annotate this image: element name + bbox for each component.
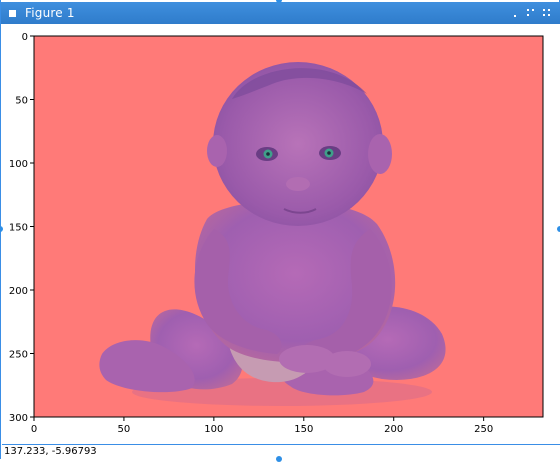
window-icon[interactable] [9, 10, 16, 17]
minimize-button[interactable] [508, 6, 522, 20]
close-icon [543, 9, 551, 17]
y-tick-label: 150 [9, 223, 28, 234]
image-display [34, 36, 543, 417]
y-tick-label: 100 [9, 159, 28, 170]
cursor-coordinates: 137.233, -5.96793 [4, 446, 97, 457]
x-tick-label: 250 [474, 424, 493, 435]
minimize-icon [514, 15, 516, 17]
y-tick-label: 200 [9, 286, 28, 297]
x-tick-label: 100 [204, 424, 223, 435]
title-bar[interactable]: Figure 1 [1, 2, 560, 24]
y-axis: 0 50 100 150 200 250 300 [9, 32, 34, 424]
maximize-button[interactable] [524, 6, 538, 20]
y-tick-label: 300 [9, 413, 28, 424]
x-tick-label: 0 [31, 424, 37, 435]
axes[interactable]: 0 50 100 150 200 250 0 50 100 150 200 250 300 [2, 24, 560, 444]
resize-handle-bottom[interactable] [276, 456, 282, 462]
x-tick-label: 150 [294, 424, 313, 435]
window-title: Figure 1 [25, 5, 75, 21]
y-tick-label: 50 [15, 96, 28, 107]
x-tick-label: 50 [118, 424, 131, 435]
close-button[interactable] [540, 6, 554, 20]
figure-canvas[interactable]: 0 50 100 150 200 250 0 50 100 150 200 250 300 [2, 24, 560, 444]
y-tick-label: 0 [22, 32, 28, 43]
maximize-icon [527, 9, 535, 17]
x-tick-label: 200 [384, 424, 403, 435]
y-tick-label: 250 [9, 350, 28, 361]
x-axis: 0 50 100 150 200 250 [31, 417, 493, 435]
